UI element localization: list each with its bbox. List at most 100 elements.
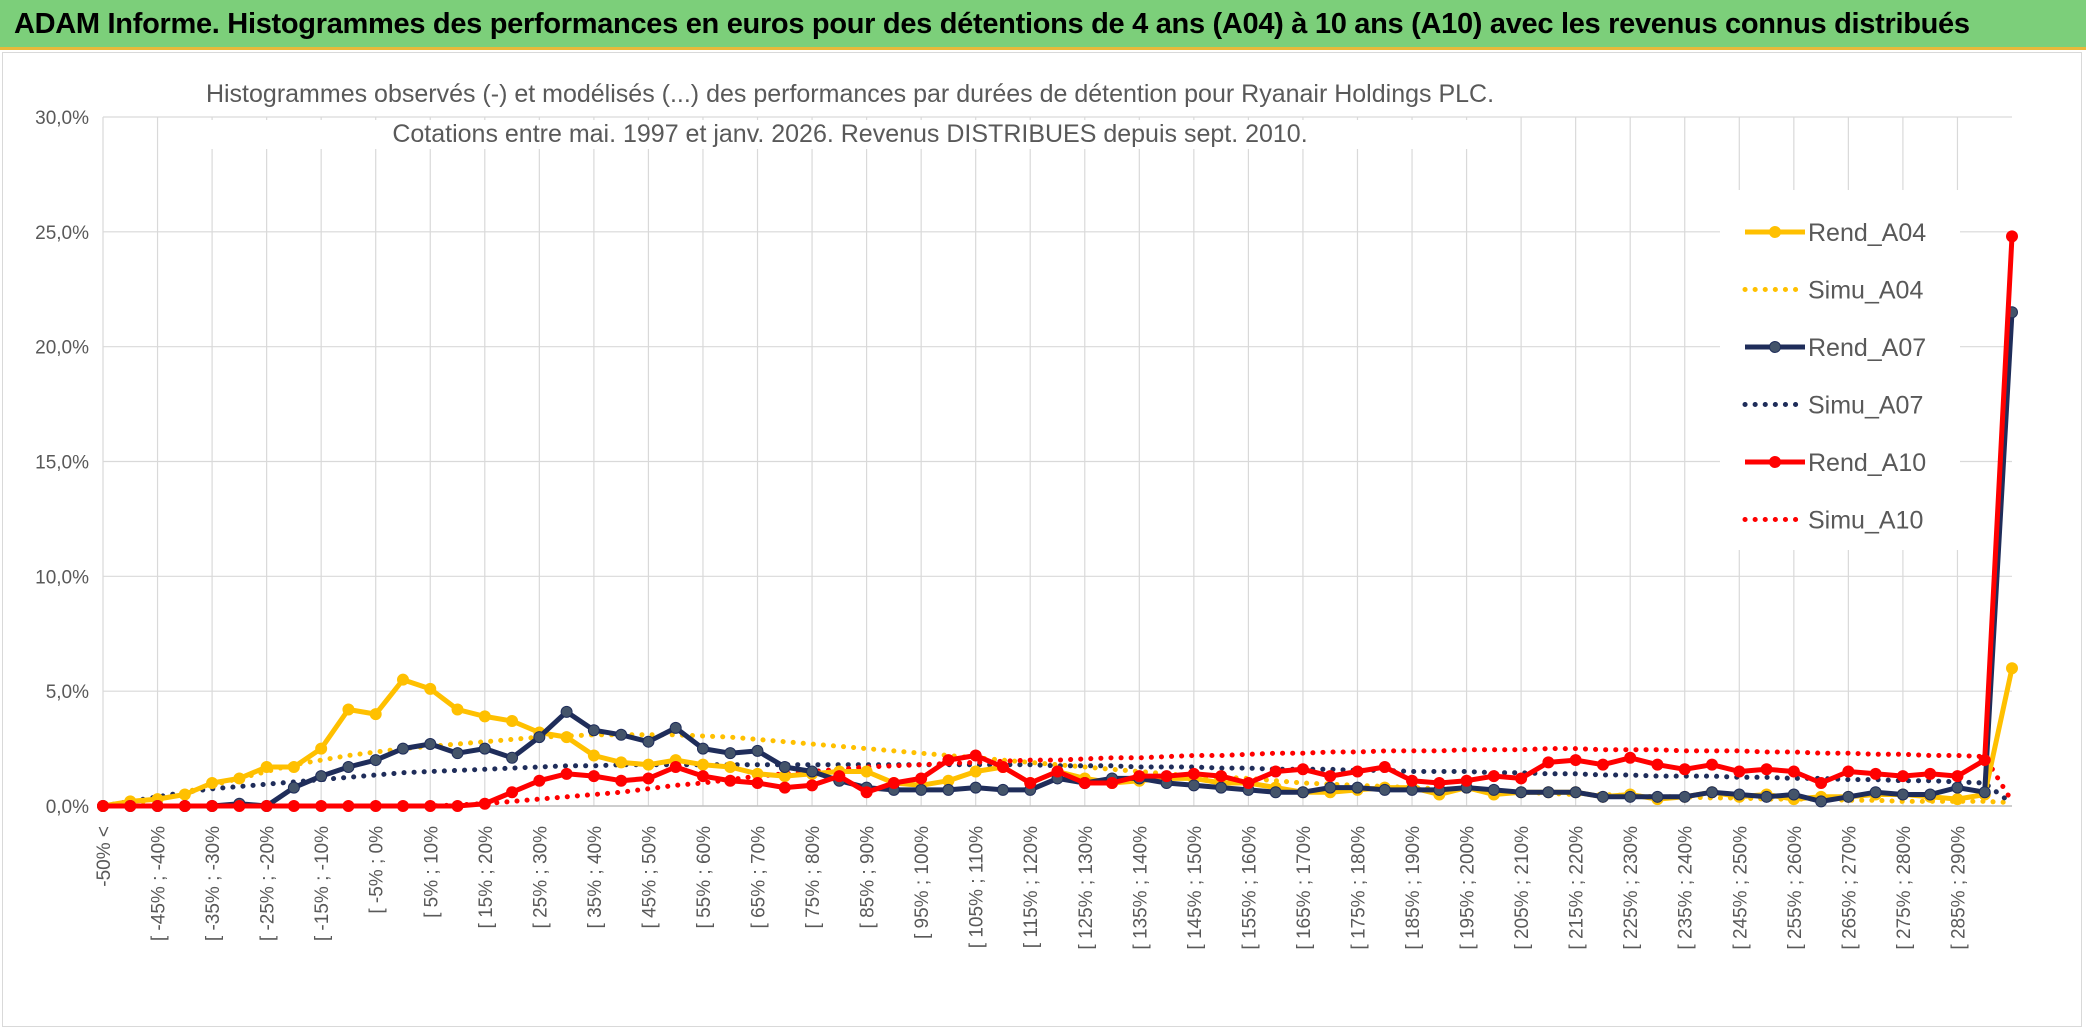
data-point	[1542, 786, 1555, 799]
data-point	[1596, 758, 1609, 771]
data-point	[1269, 786, 1282, 799]
data-point	[1951, 781, 1964, 794]
data-point	[915, 772, 928, 785]
data-point	[2006, 230, 2018, 243]
data-point	[287, 800, 300, 812]
data-point	[396, 800, 409, 812]
chart-title: Histogrammes observés (-) et modélisés (…	[200, 80, 1500, 109]
data-point	[1106, 777, 1119, 790]
legend-item: Rend_A10	[1745, 449, 1926, 477]
data-point	[424, 682, 437, 695]
data-point	[1296, 786, 1309, 799]
legend-marker	[1769, 341, 1781, 353]
data-point	[206, 800, 219, 812]
x-tick-label: [ 155% ; 160%	[1239, 826, 1260, 950]
data-point	[1215, 781, 1228, 794]
data-point	[287, 760, 300, 773]
x-tick-label: [ 265% ; 270%	[1839, 826, 1860, 950]
data-point	[1269, 765, 1282, 778]
data-point	[1924, 767, 1937, 780]
x-tick-label: [ 25% ; 30%	[530, 826, 551, 929]
x-tick-label: [ 15% ; 20%	[476, 826, 497, 929]
series-lines	[97, 230, 2018, 812]
data-point	[342, 760, 355, 773]
data-point	[1815, 777, 1828, 790]
data-point	[615, 756, 628, 769]
x-tick-label: [ -45% ; -40%	[149, 826, 170, 941]
x-tick-label: [ 65% ; 70%	[749, 826, 770, 929]
data-point	[1133, 770, 1146, 783]
x-tick-label: [ 275% ; 280%	[1894, 826, 1915, 950]
y-tick-label: 30,0%	[35, 108, 89, 129]
data-point	[1651, 790, 1664, 803]
x-tick-label: [ 85% ; 90%	[858, 826, 879, 929]
data-point	[1433, 777, 1446, 790]
x-tick-label: [ 95% ; 100%	[912, 826, 933, 939]
data-point	[669, 760, 682, 773]
data-point	[478, 797, 491, 810]
data-point	[424, 800, 437, 812]
data-point	[2006, 662, 2018, 675]
y-tick-label: 5,0%	[46, 682, 89, 703]
data-point	[1187, 779, 1200, 792]
data-point	[1896, 788, 1909, 801]
data-point	[396, 742, 409, 755]
x-tick-label: [ 145% ; 150%	[1185, 826, 1206, 950]
data-point	[1024, 777, 1037, 790]
data-point	[1324, 770, 1337, 783]
data-point	[1242, 777, 1255, 790]
legend-item: Simu_A07	[1742, 392, 1923, 420]
x-tick-label: [ 245% ; 250%	[1730, 826, 1751, 950]
data-point	[1460, 774, 1473, 787]
data-point	[1787, 788, 1800, 801]
data-point	[1215, 770, 1228, 783]
data-point	[178, 788, 191, 801]
data-point	[506, 786, 519, 799]
x-tick-label: [ 175% ; 180%	[1348, 826, 1369, 950]
title-banner: ADAM Informe. Histogrammes des performan…	[0, 0, 2086, 50]
legend-marker	[1769, 226, 1781, 238]
data-point	[1651, 758, 1664, 771]
x-tick-label: -50% <	[94, 826, 115, 887]
data-point	[533, 731, 546, 744]
data-point	[778, 760, 791, 773]
chart-subtitle: Cotations entre mai. 1997 et janv. 2026.…	[200, 120, 1500, 149]
data-point	[1624, 751, 1637, 764]
x-tick-label: [ 165% ; 170%	[1294, 826, 1315, 950]
data-point	[1596, 790, 1609, 803]
data-point	[1869, 767, 1882, 780]
data-point	[1296, 763, 1309, 776]
data-point	[806, 765, 819, 778]
data-point	[1351, 765, 1364, 778]
data-point	[996, 783, 1009, 796]
data-point	[315, 800, 328, 812]
legend-label: Rend_A04	[1808, 219, 1926, 247]
data-point	[615, 728, 628, 741]
data-point	[887, 777, 900, 790]
data-point	[1378, 760, 1391, 773]
series-rend-a04	[97, 662, 2018, 812]
y-tick-label: 10,0%	[35, 567, 89, 588]
legend-marker	[1769, 456, 1781, 468]
data-point	[342, 800, 355, 812]
data-point	[478, 742, 491, 755]
data-point	[724, 774, 737, 787]
data-point	[260, 760, 273, 773]
data-point	[969, 749, 982, 762]
legend-label: Simu_A10	[1808, 507, 1923, 535]
data-point	[1569, 754, 1582, 767]
data-point	[724, 747, 737, 760]
data-point	[696, 742, 709, 755]
data-point	[1760, 763, 1773, 776]
legend-label: Rend_A07	[1808, 334, 1926, 362]
x-tick-label: [ 185% ; 190%	[1403, 826, 1424, 950]
data-point	[1951, 793, 1964, 806]
data-point	[315, 770, 328, 783]
data-point	[396, 673, 409, 686]
x-tick-label: [ 135% ; 140%	[1130, 826, 1151, 950]
data-point	[615, 774, 628, 787]
data-point	[1351, 781, 1364, 794]
data-point	[560, 731, 573, 744]
legend-label: Simu_A07	[1808, 392, 1923, 420]
y-tick-label: 20,0%	[35, 338, 89, 359]
